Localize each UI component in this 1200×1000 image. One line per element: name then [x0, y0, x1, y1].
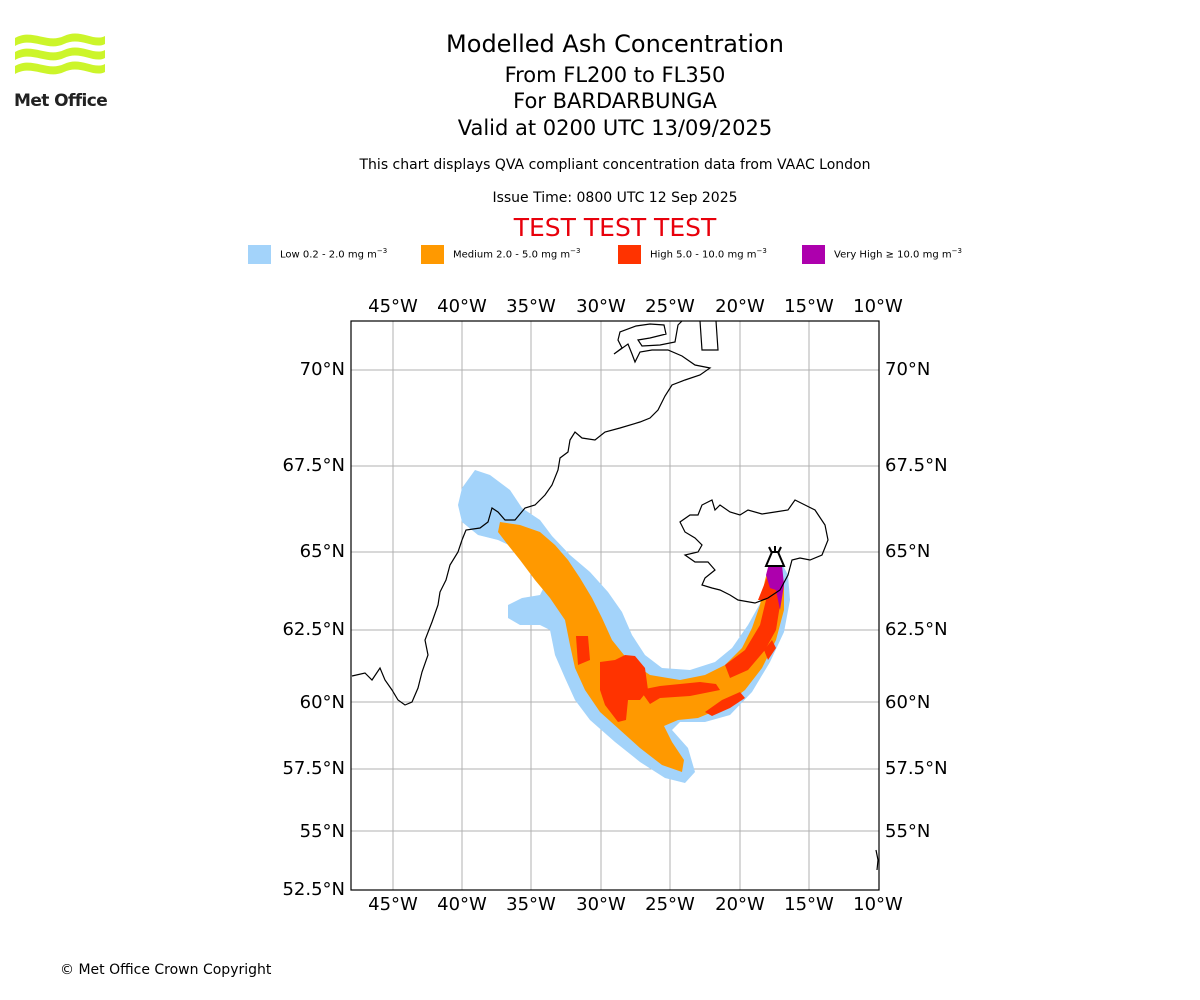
lat-tick-right: 60°N [885, 692, 930, 713]
legend-label-high: High 5.0 - 10.0 mg m−3 [650, 247, 767, 261]
lon-tick-bottom: 25°W [645, 894, 695, 915]
lat-tick-right: 65°N [885, 541, 930, 562]
lon-tick-bottom: 15°W [784, 894, 834, 915]
legend-swatch-high [618, 244, 641, 264]
lon-tick-bottom: 20°W [715, 894, 765, 915]
lat-tick-left: 70°N [300, 359, 345, 380]
met-office-logo-text: Met Office [14, 91, 108, 111]
map-frame [350, 320, 880, 891]
lat-tick-left: 62.5°N [282, 619, 345, 640]
volcano-name: For BARDARBUNGA [513, 89, 717, 113]
lon-tick-top: 15°W [784, 296, 834, 317]
lat-tick-right: 67.5°N [885, 455, 948, 476]
ash-map: 45°W 40°W 35°W 30°W 25°W 20°W 15°W 10°W … [282, 296, 948, 915]
issue-time: Issue Time: 0800 UTC 12 Sep 2025 [492, 190, 738, 206]
lon-tick-bottom: 45°W [368, 894, 418, 915]
legend-item-medium: Medium 2.0 - 5.0 mg m−3 [421, 244, 580, 264]
lon-tick-bottom: 35°W [506, 894, 556, 915]
legend-label-low: Low 0.2 - 2.0 mg m−3 [280, 247, 388, 261]
legend-label-very-high: Very High ≥ 10.0 mg m−3 [834, 247, 962, 261]
legend-swatch-medium [421, 244, 444, 264]
lat-labels-right: 70°N 67.5°N 65°N 62.5°N 60°N 57.5°N 55°N [885, 359, 948, 842]
lon-tick-top: 30°W [576, 296, 626, 317]
test-banner: TEST TEST TEST [513, 213, 717, 242]
lat-tick-left: 57.5°N [282, 758, 345, 779]
lat-tick-right: 62.5°N [885, 619, 948, 640]
legend-item-very-high: Very High ≥ 10.0 mg m−3 [802, 244, 962, 264]
lat-tick-left: 67.5°N [282, 455, 345, 476]
lon-tick-top: 10°W [853, 296, 903, 317]
chart-description: This chart displays QVA compliant concen… [359, 157, 871, 173]
legend-swatch-very-high [802, 244, 825, 264]
lon-tick-top: 40°W [437, 296, 487, 317]
legend-item-high: High 5.0 - 10.0 mg m−3 [618, 244, 767, 264]
lat-tick-left: 55°N [300, 821, 345, 842]
lat-tick-right: 57.5°N [885, 758, 948, 779]
volcano-icon [764, 546, 786, 567]
lat-tick-left: 60°N [300, 692, 345, 713]
lon-tick-top: 35°W [506, 296, 556, 317]
legend-item-low: Low 0.2 - 2.0 mg m−3 [248, 244, 387, 264]
legend-label-medium: Medium 2.0 - 5.0 mg m−3 [453, 247, 581, 261]
chart-title: Modelled Ash Concentration [446, 30, 784, 58]
lon-tick-top: 20°W [715, 296, 765, 317]
lon-labels-bottom: 45°W 40°W 35°W 30°W 25°W 20°W 15°W 10°W [368, 894, 903, 915]
copyright-notice: © Met Office Crown Copyright [60, 962, 272, 978]
lat-tick-right: 55°N [885, 821, 930, 842]
valid-time: Valid at 0200 UTC 13/09/2025 [457, 116, 773, 140]
coastlines [351, 321, 879, 871]
flight-levels: From FL200 to FL350 [504, 63, 726, 87]
lat-tick-left: 65°N [300, 541, 345, 562]
lat-tick-right: 70°N [885, 359, 930, 380]
lat-labels-left: 70°N 67.5°N 65°N 62.5°N 60°N 57.5°N 55°N… [282, 359, 345, 900]
lon-labels-top: 45°W 40°W 35°W 30°W 25°W 20°W 15°W 10°W [368, 296, 903, 317]
lon-tick-top: 25°W [645, 296, 695, 317]
lat-tick-left: 52.5°N [282, 879, 345, 900]
lon-tick-bottom: 40°W [437, 894, 487, 915]
met-office-logo-icon [15, 33, 105, 75]
lon-tick-bottom: 10°W [853, 894, 903, 915]
lon-tick-top: 45°W [368, 296, 418, 317]
legend-swatch-low [248, 244, 271, 264]
ash-very-high-region [766, 555, 784, 610]
lon-tick-bottom: 30°W [576, 894, 626, 915]
